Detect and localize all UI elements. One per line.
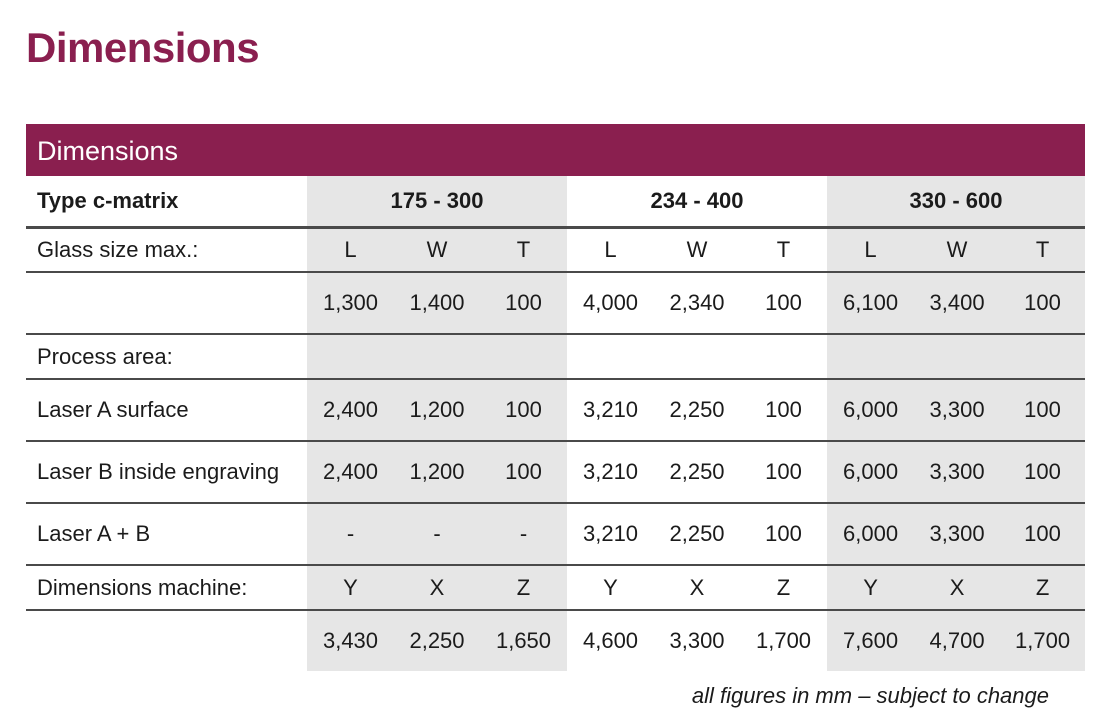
axis-cell: X [914, 565, 1001, 611]
group-header: 175 - 300 [307, 176, 568, 228]
value-cell: 100 [480, 379, 568, 442]
glass-axes-row: Glass size max.: L W T L W T L W T [26, 227, 1086, 273]
value-cell: 100 [740, 272, 828, 335]
machine-values-row: 3,430 2,250 1,650 4,600 3,300 1,700 7,60… [26, 610, 1086, 671]
type-row: Type c-matrix 175 - 300 234 - 400 330 - … [26, 176, 1086, 228]
glass-values-row: 1,300 1,400 100 4,000 2,340 100 6,100 3,… [26, 272, 1086, 335]
axis-cell: T [480, 227, 568, 273]
value-cell: 3,300 [669, 628, 725, 653]
value-cell: 3,210 [567, 379, 655, 442]
axis-cell: Y [827, 565, 915, 611]
value-cell: 6,000 [827, 379, 915, 442]
value-cell: 1,700 [755, 628, 812, 653]
axis-cell: W [394, 227, 480, 273]
axis-cell: Z [480, 565, 568, 611]
value-cell: 2,400 [307, 379, 394, 442]
value-cell: 6,000 [827, 503, 915, 566]
value-cell: 100 [1000, 441, 1086, 504]
value-cell: 2,340 [654, 272, 741, 335]
value-cell: 2,250 [654, 379, 741, 442]
axis-cell: W [914, 227, 1001, 273]
value-cell: 3,400 [914, 272, 1001, 335]
value-cell: 4,000 [567, 272, 655, 335]
type-label: Type c-matrix [37, 188, 179, 213]
axis-cell: W [654, 227, 741, 273]
laser-b-row: Laser B inside engraving 2,400 1,200 100… [26, 441, 1086, 504]
value-cell: - [480, 503, 568, 566]
machine-label: Dimensions machine: [26, 565, 307, 611]
value-cell: 100 [1000, 272, 1086, 335]
group-header: 330 - 600 [827, 176, 1086, 228]
row-label: Laser B inside engraving [26, 441, 307, 504]
value-cell: - [394, 503, 480, 566]
axis-cell: Z [740, 565, 828, 611]
dimensions-table: Dimensions Type c-matrix 175 - 300 234 -… [26, 124, 1086, 671]
value-cell: 100 [1000, 379, 1086, 442]
page-title: Dimensions [26, 24, 260, 71]
value-cell: 1,200 [394, 441, 480, 504]
row-label: Laser A + B [26, 503, 307, 566]
value-cell: 2,250 [394, 610, 480, 671]
value-cell: 100 [1000, 503, 1086, 566]
value-cell: 2,250 [654, 503, 741, 566]
value-cell: 100 [480, 441, 568, 504]
value-cell: 100 [480, 272, 568, 335]
laser-a-row: Laser A surface 2,400 1,200 100 3,210 2,… [26, 379, 1086, 442]
axis-cell: X [654, 565, 741, 611]
axis-cell: L [827, 227, 915, 273]
value-cell: 6,000 [827, 441, 915, 504]
dimensions-grid: Type c-matrix 175 - 300 234 - 400 330 - … [26, 176, 1086, 671]
value-cell: 1,200 [394, 379, 480, 442]
value-cell: 2,250 [654, 441, 741, 504]
value-cell: 100 [740, 379, 828, 442]
value-cell: 1,650 [480, 610, 568, 671]
value-cell: 4,600 [582, 628, 639, 653]
axis-cell: L [567, 227, 655, 273]
axis-cell: Z [1000, 565, 1086, 611]
value-cell: 1,400 [394, 272, 480, 335]
value-cell: 3,300 [914, 379, 1001, 442]
group-header: 234 - 400 [650, 188, 744, 213]
footnote: all figures in mm – subject to change [691, 683, 1049, 708]
value-cell: 6,100 [827, 272, 915, 335]
value-cell: 3,430 [307, 610, 394, 671]
axis-cell: Y [567, 565, 655, 611]
value-cell: 2,400 [307, 441, 394, 504]
process-label: Process area: [26, 334, 307, 380]
process-area-row: Process area: [26, 334, 1086, 380]
value-cell: 3,300 [914, 441, 1001, 504]
axis-cell: T [740, 227, 828, 273]
machine-axes-row: Dimensions machine: Y X Z Y X Z Y X Z [26, 565, 1086, 611]
axis-cell: L [307, 227, 394, 273]
glass-label: Glass size max.: [26, 227, 307, 273]
row-label: Laser A surface [26, 379, 307, 442]
value-cell: 3,300 [914, 503, 1001, 566]
value-cell: 3,210 [567, 441, 655, 504]
axis-cell: X [394, 565, 480, 611]
value-cell: 3,210 [567, 503, 655, 566]
value-cell: - [307, 503, 394, 566]
value-cell: 1,700 [1000, 610, 1086, 671]
axis-cell: Y [307, 565, 394, 611]
laser-ab-row: Laser A + B - - - 3,210 2,250 100 6,000 … [26, 503, 1086, 566]
value-cell: 100 [740, 441, 828, 504]
value-cell: 4,700 [914, 610, 1001, 671]
table-header: Dimensions [26, 124, 1085, 176]
value-cell: 100 [740, 503, 828, 566]
axis-cell: T [1000, 227, 1086, 273]
value-cell: 7,600 [827, 610, 915, 671]
value-cell: 1,300 [307, 272, 394, 335]
